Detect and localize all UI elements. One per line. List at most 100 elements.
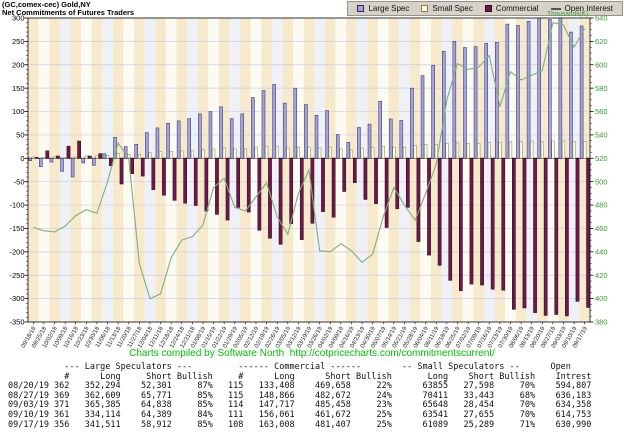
bar xyxy=(265,145,269,159)
bar xyxy=(487,142,491,159)
bar xyxy=(328,146,332,159)
bar xyxy=(212,148,216,159)
bar xyxy=(98,153,103,159)
svg-text:150: 150 xyxy=(12,84,25,93)
large-spec-swatch-icon xyxy=(357,5,365,12)
chart-title-block: (GC,comex-cec) Gold,NY Net Commitments o… xyxy=(2,1,134,17)
svg-text:100: 100 xyxy=(12,107,25,116)
bar xyxy=(233,148,237,159)
bar xyxy=(225,158,230,221)
bar xyxy=(437,158,442,266)
bar xyxy=(84,155,88,159)
commercial-swatch-icon xyxy=(484,5,492,12)
bar xyxy=(388,118,393,159)
bar xyxy=(551,140,555,159)
bar xyxy=(289,158,294,225)
bar xyxy=(81,158,85,164)
svg-text:300: 300 xyxy=(12,14,25,23)
bar xyxy=(346,142,351,159)
bar xyxy=(275,145,279,159)
bar xyxy=(537,17,541,159)
bar xyxy=(357,127,361,159)
bar xyxy=(477,143,481,159)
cot-data-table: --- Large Speculators --- ------ Commerc… xyxy=(8,362,592,430)
bar xyxy=(339,148,343,159)
svg-text:200: 200 xyxy=(12,60,25,69)
bar xyxy=(469,158,474,285)
bar xyxy=(140,158,145,177)
bar xyxy=(63,157,67,159)
bar xyxy=(187,118,192,159)
bar xyxy=(363,158,368,200)
bar xyxy=(229,118,234,159)
y-axis-left-labels: -350 -300 -250 -200 -150 -100 -50 0 50 100 150 200 2… xyxy=(9,14,28,327)
bar xyxy=(569,31,573,159)
svg-text:-250: -250 xyxy=(9,271,24,280)
legend-item-commercial: Commercial xyxy=(484,4,539,13)
bar xyxy=(466,143,470,159)
bar xyxy=(95,155,99,159)
legend-label: Open Interest xyxy=(564,4,613,13)
bar xyxy=(219,106,223,159)
bar xyxy=(416,158,421,242)
bar xyxy=(427,158,431,256)
bar xyxy=(106,155,110,159)
legend-label: Small Spec xyxy=(432,4,473,13)
bars-commercial xyxy=(34,140,590,317)
bar xyxy=(198,113,202,159)
bar xyxy=(176,120,181,159)
bar xyxy=(254,146,258,159)
bar xyxy=(335,134,340,159)
bar xyxy=(159,151,163,159)
bar xyxy=(246,158,251,213)
bar xyxy=(360,147,364,159)
bars-small-spec xyxy=(31,140,587,159)
credits-url[interactable]: http://cotpricecharts.com/commitmentscur… xyxy=(289,348,495,359)
bar xyxy=(222,147,226,159)
open-interest-line-swatch-icon xyxy=(550,8,561,10)
bar xyxy=(318,147,322,159)
svg-text:-50: -50 xyxy=(14,177,25,186)
bar xyxy=(459,158,463,291)
svg-text:-300: -300 xyxy=(9,294,24,303)
svg-text:460: 460 xyxy=(595,224,608,233)
bar xyxy=(490,158,495,290)
bar xyxy=(565,158,569,317)
bar xyxy=(325,110,329,159)
bar xyxy=(87,155,92,159)
bar xyxy=(172,158,177,201)
bar xyxy=(586,158,590,308)
bar xyxy=(215,158,219,215)
bar xyxy=(261,90,266,159)
bar xyxy=(562,140,566,159)
bar xyxy=(431,64,435,159)
bars-large-spec xyxy=(28,17,584,178)
bar xyxy=(554,158,559,315)
svg-text:480: 480 xyxy=(595,201,608,210)
chart-title-subtitle: Net Commitments of Futures Traders xyxy=(2,8,135,17)
background-stripes xyxy=(28,18,590,322)
bar xyxy=(278,158,283,245)
bar xyxy=(392,146,396,159)
bar xyxy=(272,84,276,159)
svg-text:540: 540 xyxy=(595,131,608,140)
bar xyxy=(395,158,400,210)
bar xyxy=(575,158,580,302)
bar xyxy=(169,151,173,159)
bar xyxy=(509,141,513,159)
bar xyxy=(484,43,488,159)
bar xyxy=(183,158,188,204)
bar xyxy=(304,104,308,159)
bar xyxy=(384,158,389,228)
bar xyxy=(53,156,57,159)
svg-text:500: 500 xyxy=(595,177,608,186)
bar xyxy=(424,144,428,159)
bar xyxy=(74,156,78,159)
bar xyxy=(201,149,205,159)
legend-item-large-spec: Large Spec xyxy=(357,4,409,13)
bar xyxy=(448,158,453,281)
bar xyxy=(583,141,587,159)
bar xyxy=(243,148,248,159)
bar xyxy=(501,158,506,291)
